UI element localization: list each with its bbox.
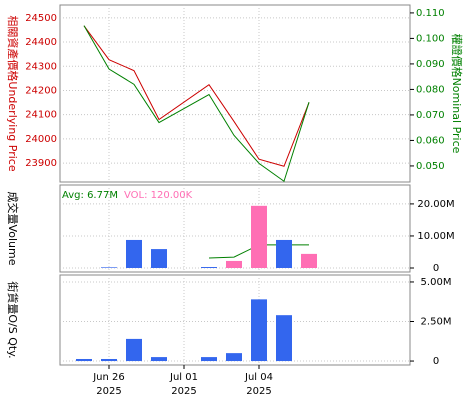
line: [83, 25, 310, 183]
y-axis-title: 相關資產價格Underlying Price: [6, 15, 20, 171]
y-tick-label: 24300: [25, 61, 57, 72]
bar: [126, 239, 142, 268]
bar: [276, 239, 292, 268]
y-tick-label: 2.50M: [421, 317, 452, 328]
y2-tick-label: 0.070: [416, 110, 445, 121]
plot-frame: [59, 184, 411, 273]
y-tick-label: 24200: [25, 85, 57, 96]
y2-tick-label: 0.060: [416, 135, 445, 146]
bar: [126, 338, 142, 362]
bar: [151, 357, 167, 362]
bar: [76, 358, 92, 362]
bar: [301, 253, 317, 268]
x-tick-label: Jul 04 2025: [244, 372, 273, 397]
y-tick-label: 24500: [25, 13, 57, 24]
y-tick-label: 0: [433, 263, 439, 274]
bar: [151, 249, 167, 268]
y-tick-label: 24100: [25, 110, 57, 121]
bar: [201, 357, 217, 362]
y-tick-label: 5.00M: [421, 277, 452, 288]
plot-frame: [59, 274, 411, 366]
y-tick-label: 0: [433, 356, 439, 367]
y2-tick-label: 0.080: [416, 84, 445, 95]
y2-tick-label: 0.100: [416, 33, 445, 44]
bar: [251, 205, 267, 268]
line: [83, 25, 310, 167]
bar: [201, 267, 217, 268]
plot-frame: [59, 4, 411, 183]
y-axis-title: 成交量Volume: [6, 192, 20, 266]
bar: [226, 353, 242, 362]
bar: [251, 299, 267, 362]
y-tick-label: 24400: [25, 37, 57, 48]
y2-axis-title: 權證價格Nominal Price: [450, 34, 464, 154]
y-tick-label: 20.00M: [417, 199, 454, 210]
legend-entry: Avg: 6.77M: [62, 190, 118, 201]
y2-tick-label: 0.050: [416, 161, 445, 172]
x-tick-label: Jun 26 2025: [92, 372, 125, 397]
y2-tick-label: 0.090: [416, 59, 445, 70]
bar: [101, 267, 117, 268]
x-tick-label: Jul 01 2025: [169, 372, 198, 397]
bar: [226, 260, 242, 268]
y-tick-label: 24000: [25, 134, 57, 145]
y2-tick-label: 0.110: [416, 8, 445, 19]
y-tick-label: 23900: [25, 158, 57, 169]
y-tick-label: 10.00M: [417, 231, 454, 242]
bar: [101, 358, 117, 362]
bar: [276, 315, 292, 362]
y-axis-title: 街貨量O/S Qty.: [6, 281, 20, 358]
legend-entry: VOL: 120.00K: [124, 190, 193, 201]
